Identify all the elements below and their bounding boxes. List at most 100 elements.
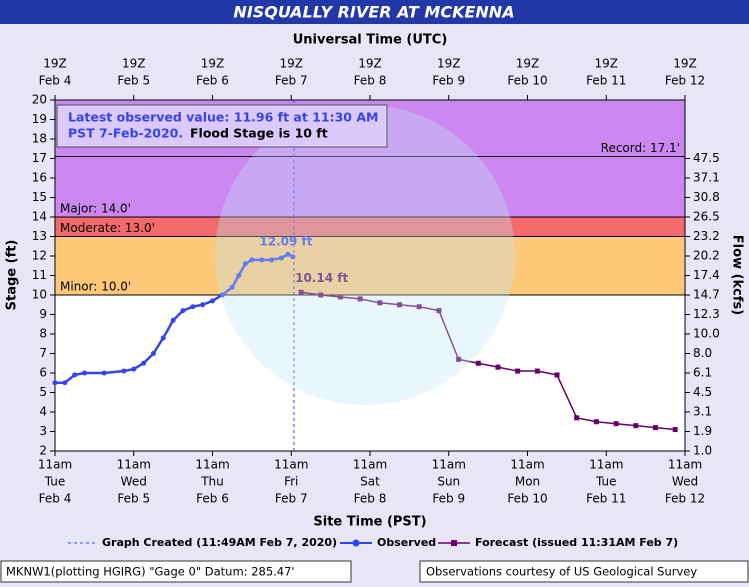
x-tick-label: Sun [437, 475, 460, 489]
y2-tick-label: 20.2 [693, 249, 720, 263]
x-tick-label: Feb 6 [196, 492, 229, 506]
flood-band [55, 236, 685, 295]
legend-observed-marker [352, 539, 360, 547]
observed-point [52, 380, 58, 386]
x-tick-label: Wed [672, 475, 698, 489]
y2-tick-label: 47.5 [693, 151, 720, 165]
forecast-point [495, 364, 501, 370]
observed-point [72, 372, 78, 378]
y-tick-label: 14 [32, 210, 47, 224]
forecast-point [436, 308, 442, 314]
forecast-point [416, 304, 422, 310]
info-text: PST 7-Feb-2020. [68, 126, 183, 141]
x-tick-label: 11am [432, 458, 466, 472]
observed-point [278, 255, 284, 261]
y2-tick-label: 23.2 [693, 229, 720, 243]
observed-point [62, 380, 68, 386]
footer-box [419, 560, 749, 583]
top-tick-label: 19Z [280, 57, 304, 71]
y-tick-label: 6 [39, 366, 47, 380]
top-tick-label: Feb 7 [275, 74, 308, 88]
observed-point [82, 370, 88, 376]
forecast-point [613, 421, 619, 427]
y2-tick-label: 4.5 [693, 385, 712, 399]
footer-box [0, 560, 352, 583]
observed-point [160, 335, 166, 341]
observed-point [101, 370, 107, 376]
y-tick-label: 16 [32, 171, 47, 185]
y-tick-label: 13 [32, 229, 47, 243]
footer-text: Observations courtesy of US Geological S… [426, 565, 697, 579]
x-tick-label: Feb 4 [39, 492, 72, 506]
observed-point [236, 273, 242, 278]
top-tick-label: 19Z [358, 57, 382, 71]
observed-point [285, 251, 291, 257]
x-tick-label: 11am [195, 458, 229, 472]
top-tick-label: 19Z [595, 57, 619, 71]
top-tick-label: Feb 5 [117, 74, 150, 88]
observed-point [170, 317, 176, 323]
title-bar [0, 0, 749, 24]
y-tick-label: 12 [32, 249, 47, 263]
observed-point [242, 261, 248, 267]
forecast-point [377, 300, 383, 306]
x-tick-label: Mon [515, 475, 540, 489]
x-tick-label: 11am [353, 458, 387, 472]
y2-tick-label: 26.5 [693, 210, 720, 224]
top-tick-label: Feb 9 [432, 74, 465, 88]
observed-point [259, 257, 265, 263]
observed-point [141, 360, 147, 366]
y-tick-label: 7 [39, 346, 47, 360]
top-tick-label: Feb 10 [507, 74, 547, 88]
top-tick-label: 19Z [122, 57, 146, 71]
y-tick-label: 5 [39, 385, 47, 399]
legend-text: Observed [377, 536, 436, 549]
x-tick-label: Sat [360, 475, 380, 489]
top-tick-label: 19Z [673, 57, 697, 71]
y2-tick-label: 10.0 [693, 327, 720, 341]
y-tick-label: 3 [39, 424, 47, 438]
peak-label: 12.09 ft [259, 235, 312, 249]
x-tick-label: Feb 10 [507, 492, 547, 506]
y-axis-title: Stage (ft) [5, 240, 20, 311]
observed-point [219, 292, 225, 298]
y-tick-label: 4 [39, 405, 47, 419]
x-tick-label: Tue [595, 475, 617, 489]
y-tick-label: 17 [32, 151, 47, 165]
forecast-point [593, 419, 599, 425]
forecast-point [337, 294, 343, 300]
x-tick-label: Feb 11 [586, 492, 626, 506]
top-tick-label: 19Z [43, 57, 67, 71]
x-tick-label: 11am [589, 458, 623, 472]
info-box [56, 104, 388, 148]
y-tick-label: 15 [32, 190, 47, 204]
forecast-point [397, 302, 403, 308]
threshold-label: Major: 14.0' [60, 202, 131, 216]
top-tick-label: Feb 11 [586, 74, 626, 88]
observed-point [200, 302, 206, 308]
forecast-value-label: 10.14 ft [295, 271, 348, 285]
top-tick-label: Feb 4 [39, 74, 72, 88]
forecast-point [652, 425, 658, 431]
x-tick-label: Feb 7 [275, 492, 308, 506]
y2-tick-label: 8.0 [693, 346, 712, 360]
y2-tick-label: 1.0 [693, 444, 712, 458]
forecast-point [515, 368, 521, 374]
y2-tick-label: 12.3 [693, 307, 720, 321]
observed-point [269, 257, 275, 263]
y-tick-label: 18 [32, 132, 47, 146]
forecast-point [318, 292, 324, 298]
top-tick-label: Feb 12 [665, 74, 705, 88]
legend-forecast-marker [451, 540, 457, 546]
forecast-point [554, 372, 560, 378]
threshold-label: Record: 17.1' [601, 141, 680, 155]
y2-tick-label: 14.7 [693, 288, 720, 302]
y-tick-label: 10 [32, 288, 47, 302]
observed-point [131, 366, 137, 372]
y-tick-label: 9 [39, 307, 47, 321]
y-tick-label: 19 [32, 112, 47, 126]
x-tick-label: Feb 12 [665, 492, 705, 506]
y2-tick-label: 37.1 [693, 171, 720, 185]
x-tick-label: Feb 8 [354, 492, 387, 506]
